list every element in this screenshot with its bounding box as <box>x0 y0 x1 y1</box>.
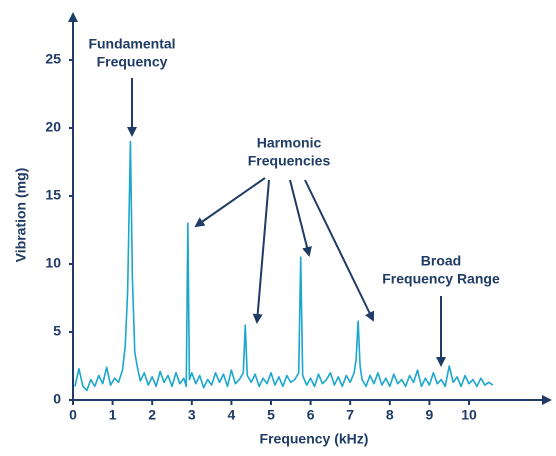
x-tick-label: 3 <box>188 407 196 423</box>
y-tick-label: 15 <box>45 187 61 203</box>
x-tick-label: 2 <box>148 407 156 423</box>
arrow <box>252 179 270 324</box>
x-tick-label: 6 <box>307 407 315 423</box>
y-tick-label: 20 <box>45 119 61 135</box>
y-tick-label: 0 <box>53 391 61 407</box>
x-tick-label: 4 <box>228 407 236 423</box>
x-tick-label: 7 <box>346 407 354 423</box>
x-tick-label: 8 <box>386 407 394 423</box>
annotation: Broad <box>421 253 461 269</box>
y-tick-label: 10 <box>45 255 61 271</box>
x-tick-label: 0 <box>69 407 77 423</box>
x-tick-label: 5 <box>267 407 275 423</box>
arrow <box>304 179 375 322</box>
spectrum-line <box>74 140 494 392</box>
y-tick-label: 5 <box>53 323 61 339</box>
arrow <box>289 179 312 257</box>
x-tick-label: 9 <box>426 407 434 423</box>
annotation: Frequencies <box>248 153 331 169</box>
annotation: Harmonic <box>257 135 322 151</box>
annotation: Frequency Range <box>382 271 500 287</box>
arrow <box>194 177 266 228</box>
annotation: Fundamental <box>88 36 175 52</box>
annotation: Frequency <box>97 54 168 70</box>
x-tick-label: 10 <box>461 407 477 423</box>
y-tick-label: 25 <box>45 51 61 67</box>
y-axis-label: Vibration (mg) <box>13 168 29 263</box>
x-tick-label: 1 <box>109 407 117 423</box>
x-axis-label: Frequency (kHz) <box>260 431 369 447</box>
